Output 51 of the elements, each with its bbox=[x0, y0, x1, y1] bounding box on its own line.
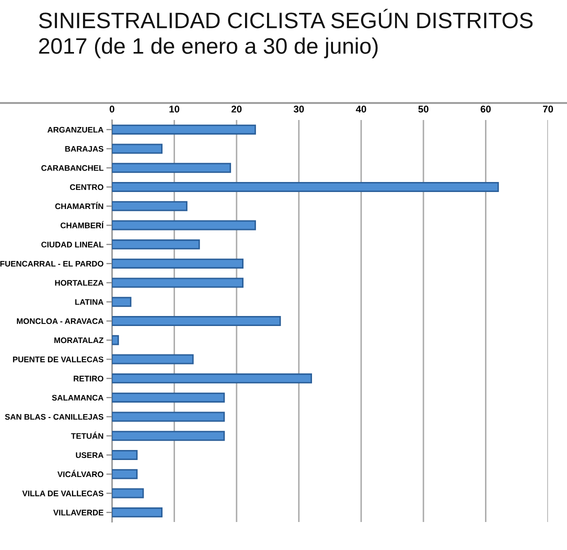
bar bbox=[112, 258, 244, 269]
y-tick-label: CHAMARTÍN bbox=[55, 202, 104, 210]
y-tick-label: BARAJAS bbox=[65, 146, 104, 152]
bar bbox=[112, 124, 256, 135]
y-tick-label: CIUDAD LINEAL bbox=[41, 242, 104, 248]
x-tick-label: 0 bbox=[110, 106, 114, 113]
y-tick-label: FUENCARRAL - EL PARDO bbox=[0, 260, 104, 267]
bar bbox=[112, 201, 188, 212]
y-tick-label: PUENTE DE VALLECAS bbox=[13, 356, 104, 362]
y-tick-label: VILLAVERDE bbox=[53, 510, 104, 516]
bar bbox=[112, 220, 256, 230]
x-tick-label: 10 bbox=[169, 106, 180, 113]
bar bbox=[112, 354, 194, 364]
x-tick-label: 30 bbox=[294, 106, 304, 113]
bar bbox=[112, 182, 499, 192]
bar bbox=[112, 296, 132, 307]
y-tick-label: CENTRO bbox=[70, 184, 104, 190]
y-tick-label: USERA bbox=[76, 452, 104, 458]
y-tick-label: VICÁLVARO bbox=[57, 470, 104, 478]
bar bbox=[112, 488, 144, 498]
bar bbox=[112, 316, 281, 326]
bar bbox=[112, 392, 225, 403]
bar bbox=[112, 507, 163, 518]
y-tick-label: LATINA bbox=[75, 299, 104, 305]
bar bbox=[112, 412, 225, 422]
y-tick-label: TETUÁN bbox=[71, 432, 104, 439]
y-tick-label: SALAMANCA bbox=[52, 394, 104, 401]
y-tick-label: MONCLOA - ARAVACA bbox=[16, 318, 104, 324]
chart-title: SINIESTRALIDAD CICLISTA SEGÚN DISTRITOS 2017 (de 1 de enero a 30 de junio) bbox=[39, 8, 533, 58]
bar bbox=[112, 239, 200, 250]
y-tick-label: MORATALAZ bbox=[54, 337, 104, 344]
bar bbox=[112, 162, 232, 173]
x-tick-label: 70 bbox=[543, 106, 554, 113]
bar bbox=[112, 450, 138, 460]
x-tick-label: 60 bbox=[480, 106, 491, 113]
bar bbox=[112, 373, 312, 384]
bar bbox=[112, 335, 119, 346]
bar bbox=[112, 430, 225, 441]
x-tick-label: 40 bbox=[356, 106, 366, 113]
x-tick-label: 50 bbox=[418, 106, 428, 113]
y-tick-label: CHAMBERÍ bbox=[60, 221, 104, 228]
y-tick-label: ARGANZUELA bbox=[47, 126, 104, 133]
bar bbox=[112, 469, 138, 480]
x-tick-label: 20 bbox=[232, 106, 242, 113]
y-tick-label: SAN BLAS - CANILLEJAS bbox=[4, 414, 104, 420]
bar bbox=[112, 278, 244, 288]
y-tick-label: HORTALEZA bbox=[55, 280, 104, 286]
y-tick-label: CARABANCHEL bbox=[41, 165, 104, 171]
bar bbox=[112, 144, 163, 154]
y-tick-label: VILLA DE VALLECAS bbox=[22, 490, 104, 496]
y-tick-label: RETIRO bbox=[74, 376, 104, 382]
